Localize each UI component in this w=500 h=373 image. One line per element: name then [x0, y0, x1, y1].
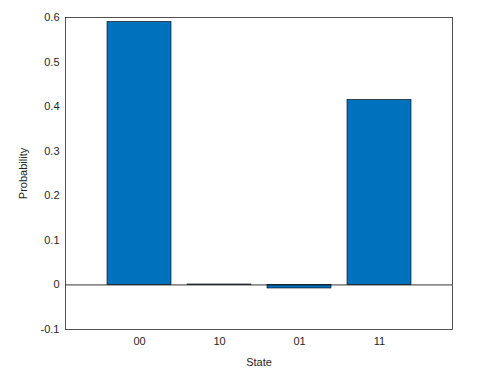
- svg-text:-0.1: -0.1: [41, 323, 60, 335]
- svg-text:11: 11: [374, 335, 385, 347]
- svg-text:10: 10: [213, 335, 225, 347]
- svg-text:0: 0: [53, 278, 59, 290]
- svg-text:Probability: Probability: [17, 147, 29, 199]
- svg-text:0.5: 0.5: [44, 56, 59, 68]
- svg-text:0.1: 0.1: [44, 234, 59, 246]
- svg-text:State: State: [246, 356, 272, 368]
- svg-text:0.4: 0.4: [44, 100, 59, 112]
- svg-text:01: 01: [293, 335, 305, 347]
- svg-text:00: 00: [133, 335, 145, 347]
- svg-text:0.2: 0.2: [44, 189, 59, 201]
- svg-text:0.6: 0.6: [44, 11, 59, 23]
- svg-text:0.3: 0.3: [44, 145, 59, 157]
